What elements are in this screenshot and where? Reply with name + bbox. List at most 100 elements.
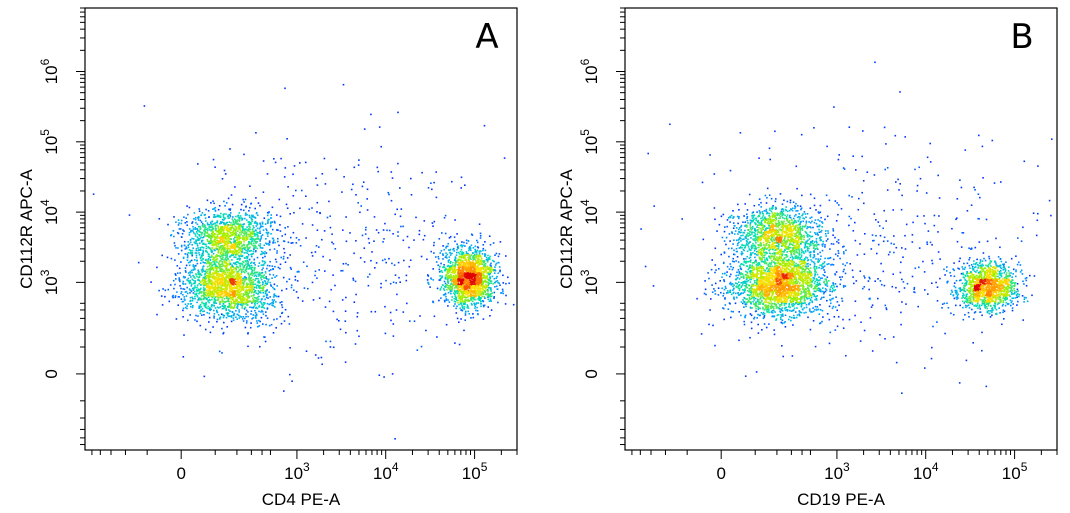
event-dot [395,309,398,311]
event-dot [445,247,447,249]
event-dot [178,277,180,279]
event-dot [216,274,219,276]
event-dot [495,252,498,255]
event-dot [243,308,246,310]
event-dot [244,278,246,281]
event-dot [206,293,209,296]
event-dot [284,261,287,263]
event-dot [475,285,477,288]
event-dot [254,264,256,266]
event-dot [237,236,240,238]
event-dot [219,264,221,267]
event-dot [479,232,482,235]
event-dot [276,214,278,216]
event-dot [252,301,255,303]
event-dot [233,248,236,251]
event-dot [236,241,238,244]
event-dot [223,229,226,231]
event-dot [233,223,236,226]
event-dot [316,211,318,213]
event-dot [437,264,439,266]
event-dot [260,298,263,301]
event-dot [272,305,275,307]
event-dot [214,280,217,283]
event-dot [454,240,456,243]
event-dot [462,271,465,273]
event-dot [210,237,213,239]
event-dot [179,228,182,230]
event-dot [248,247,251,250]
event-dot [315,245,318,247]
event-dot [238,241,240,244]
event-dot [203,291,205,293]
event-dot [281,306,284,309]
event-dot [435,256,437,258]
event-dot [230,194,233,196]
event-dot [205,243,207,246]
event-dot [164,289,167,292]
event-dot [481,293,483,295]
event-dot [235,253,238,255]
event-dot [220,296,222,298]
event-dot [222,234,225,237]
event-dot [263,277,265,279]
event-dot [247,295,249,297]
event-dot [230,247,233,249]
event-dot [241,301,244,304]
event-dot [482,277,484,279]
event-dot [482,263,484,265]
event-dot [214,243,216,245]
event-dot [252,295,254,297]
event-dot [236,307,239,310]
event-dot [250,310,253,312]
event-dot [240,242,242,245]
event-dot [262,287,264,289]
event-dot [217,231,220,234]
event-dot [252,281,255,283]
event-dot [252,307,255,309]
event-dot [173,216,175,218]
event-dot [234,256,236,258]
event-dot [262,264,264,267]
event-dot [215,295,218,298]
event-dot [197,273,200,276]
event-dot [224,276,227,278]
event-dot [233,275,236,278]
event-dot [221,238,224,241]
event-dot [199,312,202,315]
event-dot [237,278,239,281]
event-dot [236,253,239,256]
event-dot [220,291,223,293]
event-dot [256,322,259,324]
event-dot [264,302,266,304]
event-dot [249,326,252,329]
event-dot [195,239,197,242]
event-dot [227,241,230,243]
event-dot [210,202,212,204]
event-dot [234,263,236,265]
event-dot [250,232,252,234]
event-dot [190,305,192,308]
event-dot [442,294,445,296]
event-dot [248,277,250,280]
event-dot [214,307,217,309]
event-dot [250,236,253,238]
event-dot [233,266,235,269]
event-dot [230,301,232,303]
event-dot [195,256,198,259]
event-dot [477,286,480,289]
event-dot [248,280,251,282]
event-dot [238,223,241,226]
event-dot [245,302,247,304]
event-dot [174,283,176,286]
event-dot [237,225,240,228]
event-dot [211,250,214,252]
event-dot [263,307,266,309]
event-dot [440,297,442,299]
event-dot [215,230,218,232]
event-dot [222,288,225,290]
event-dot [274,258,277,261]
event-dot [240,292,243,295]
event-dot [483,304,486,307]
event-dot [464,312,467,314]
